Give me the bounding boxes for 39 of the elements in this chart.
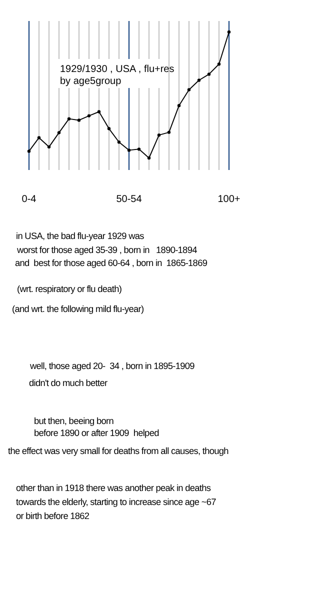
point: [117, 140, 121, 144]
point: [187, 88, 191, 92]
text: in USA, the bad flu-year 1929 was: [16, 231, 145, 241]
x-tick-label: 50-54: [116, 194, 142, 206]
point: [167, 130, 171, 134]
text: the effect was very small for deaths from all causes, though: [8, 446, 229, 456]
point: [227, 30, 231, 34]
text: and best for those aged 60-64 , born in 1865-1869: [15, 258, 208, 268]
text: worst for those aged 35-39 , born in 1890-1894: [16, 245, 198, 255]
point: [197, 78, 201, 82]
point: [97, 110, 101, 114]
text: towards the elderly, starting to increase since age ~67: [16, 497, 216, 507]
text: well, those aged 20- 34 , born in 1895-1909: [29, 361, 195, 371]
x-tick-label: 0-4: [22, 194, 37, 206]
point: [77, 118, 81, 122]
x-tick-label: 100+: [218, 194, 240, 206]
point: [57, 131, 61, 134]
text: other than in 1918 there was another peak in deaths: [16, 483, 212, 493]
point: [207, 72, 211, 76]
text: (and wrt. the following mild flu-year): [12, 304, 144, 314]
point: [87, 114, 91, 118]
text: by age5group: [60, 76, 122, 87]
point: [37, 136, 41, 140]
text: or birth before 1862: [16, 511, 90, 521]
point: [47, 145, 51, 149]
point: [217, 62, 221, 66]
text: didn't do much better: [29, 378, 108, 388]
point: [27, 150, 31, 153]
text: before 1890 or after 1909 helped: [34, 428, 160, 438]
point: [127, 148, 131, 152]
text: (wrt. respiratory or flu death): [17, 284, 122, 294]
point: [107, 127, 111, 130]
point: [147, 156, 151, 160]
text: but then, beeing born: [34, 416, 114, 426]
point: [67, 117, 71, 120]
point: [177, 104, 181, 108]
text: 1929/1930 , USA , flu+res: [60, 64, 174, 75]
point: [137, 148, 141, 151]
point: [157, 133, 161, 137]
